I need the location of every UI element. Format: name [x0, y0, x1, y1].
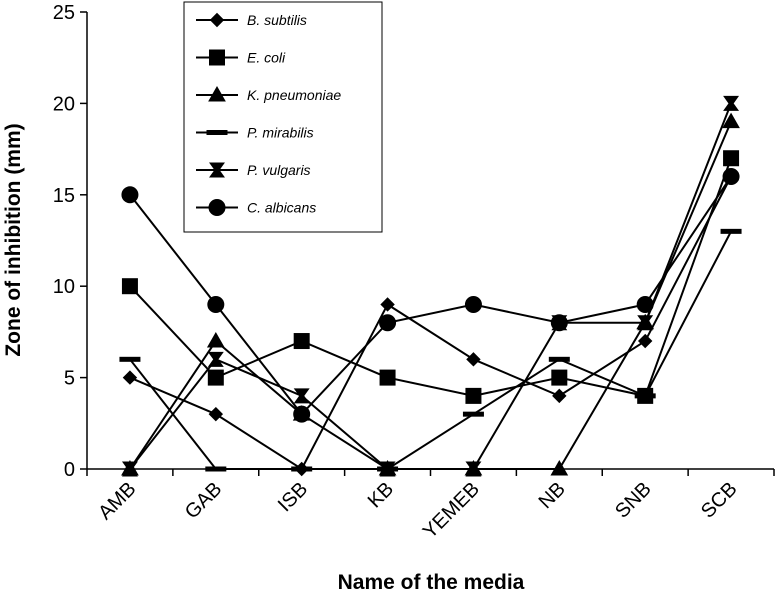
- data-point: [720, 228, 742, 234]
- y-tick-label: 25: [53, 2, 75, 24]
- data-point: [723, 150, 740, 167]
- data-point: [293, 388, 310, 404]
- series-0: [122, 169, 739, 477]
- series-line: [129, 230, 732, 470]
- data-point: [548, 356, 570, 362]
- data-point: [121, 186, 139, 204]
- x-ticks: AMB GAB ISB KB YEMEB NB SNB SCB: [86, 469, 775, 543]
- legend-marker: [209, 49, 225, 66]
- data-point: [550, 314, 568, 332]
- data-point: [121, 278, 138, 295]
- x-tick-label: AMB: [94, 478, 140, 524]
- x-tick-label: NB: [535, 478, 570, 513]
- data-point: [550, 459, 569, 476]
- legend-marker: [209, 162, 225, 178]
- legend-entry: C. albicans: [196, 199, 316, 216]
- x-tick-label: GAB: [181, 478, 226, 523]
- y-tick-label: 0: [64, 459, 75, 481]
- series-line: [129, 175, 732, 416]
- legend-marker: [206, 130, 228, 135]
- x-tick-label: KB: [364, 478, 398, 512]
- data-point: [465, 387, 482, 404]
- x-tick-label: YEMEB: [419, 478, 484, 543]
- legend-label: B. subtilis: [247, 12, 307, 28]
- y-tick-label: 15: [53, 185, 75, 207]
- series-5: [121, 168, 740, 423]
- legend-label: K. pneumoniae: [247, 87, 341, 103]
- data-point: [637, 333, 653, 349]
- x-tick-label: ISB: [274, 478, 312, 516]
- data-point: [634, 393, 656, 399]
- series-line: [129, 157, 733, 398]
- data-point: [119, 356, 141, 362]
- data-point: [207, 351, 224, 367]
- data-point: [293, 405, 311, 423]
- data-point: [722, 168, 740, 186]
- data-point: [466, 352, 481, 367]
- legend: B. subtilis E. coli K. pneumoniae P. mirabi…: [183, 1, 383, 233]
- series-3: [119, 228, 742, 472]
- data-point: [636, 295, 654, 313]
- y-axis-title: Zone of inhibition (mm): [2, 123, 25, 356]
- data-point: [464, 295, 482, 313]
- x-axis-title: Name of the media: [338, 571, 525, 594]
- y-ticks: 0 5 10 15 20 25: [53, 2, 87, 481]
- series-line: [129, 176, 732, 471]
- legend-entry: P. vulgaris: [196, 162, 311, 178]
- data-point: [207, 295, 225, 313]
- data-point: [379, 314, 397, 332]
- legend-box: [183, 1, 383, 233]
- legend-entry: E. coli: [196, 49, 286, 66]
- legend-marker: [208, 199, 226, 216]
- data-point: [208, 406, 224, 422]
- data-point: [380, 297, 395, 312]
- data-point: [552, 388, 567, 404]
- x-tick-label: SNB: [611, 478, 656, 523]
- legend-label: C. albicans: [247, 200, 316, 216]
- y-tick-label: 20: [53, 93, 75, 115]
- data-point: [122, 370, 138, 385]
- data-point: [551, 369, 568, 386]
- data-point: [293, 333, 310, 350]
- data-point: [379, 369, 396, 386]
- y-tick-label: 5: [64, 368, 75, 390]
- legend-entry: B. subtilis: [196, 12, 307, 28]
- data-point: [206, 332, 225, 348]
- data-point: [723, 95, 740, 111]
- legend-entry: P. mirabilis: [196, 125, 314, 141]
- data-point: [637, 315, 654, 331]
- data-point: [207, 369, 224, 386]
- legend-label: E. coli: [247, 50, 286, 66]
- data-point: [462, 411, 484, 417]
- legend-label: P. vulgaris: [247, 162, 311, 178]
- legend-marker: [208, 85, 226, 102]
- legend-entry: K. pneumoniae: [196, 85, 341, 103]
- legend-marker: [209, 12, 225, 28]
- y-tick-label: 10: [53, 276, 75, 298]
- legend-label: P. mirabilis: [247, 125, 314, 141]
- series-1: [121, 150, 740, 404]
- data-point: [722, 112, 740, 129]
- x-tick-label: SCB: [697, 478, 742, 523]
